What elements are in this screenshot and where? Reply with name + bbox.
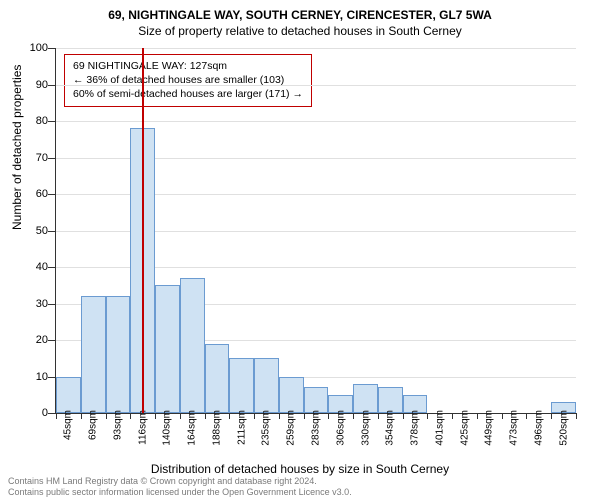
y-tick — [48, 121, 56, 122]
x-tick-label: 520sqm — [558, 410, 569, 446]
histogram-bar — [254, 358, 279, 413]
x-tick — [403, 413, 404, 419]
grid-line — [56, 48, 576, 49]
x-tick — [576, 413, 577, 419]
y-tick-label: 100 — [18, 42, 48, 54]
x-tick — [81, 413, 82, 419]
annotation-line: 69 NIGHTINGALE WAY: 127sqm — [73, 59, 303, 73]
x-tick-label: 188sqm — [211, 410, 222, 446]
x-tick-label: 235sqm — [261, 410, 272, 446]
footer-attribution: Contains HM Land Registry data © Crown c… — [8, 476, 352, 498]
x-tick — [180, 413, 181, 419]
x-tick-label: 354sqm — [385, 410, 396, 446]
x-tick — [427, 413, 428, 419]
grid-line — [56, 121, 576, 122]
y-tick-label: 50 — [18, 225, 48, 237]
x-tick — [56, 413, 57, 419]
footer-line-1: Contains HM Land Registry data © Crown c… — [8, 476, 352, 487]
histogram-bar — [205, 344, 230, 413]
x-tick — [229, 413, 230, 419]
y-tick — [48, 267, 56, 268]
y-tick — [48, 48, 56, 49]
plot-area: 69 NIGHTINGALE WAY: 127sqm← 36% of detac… — [55, 48, 576, 414]
y-tick-label: 30 — [18, 298, 48, 310]
x-tick — [328, 413, 329, 419]
y-tick — [48, 194, 56, 195]
histogram-bar — [106, 296, 131, 413]
y-tick — [48, 158, 56, 159]
histogram-bar — [155, 285, 180, 413]
x-tick — [155, 413, 156, 419]
y-tick — [48, 304, 56, 305]
chart-title: 69, NIGHTINGALE WAY, SOUTH CERNEY, CIREN… — [0, 0, 600, 22]
x-tick — [452, 413, 453, 419]
y-tick — [48, 340, 56, 341]
grid-line — [56, 85, 576, 86]
histogram-bar — [353, 384, 378, 413]
y-tick-label: 80 — [18, 115, 48, 127]
y-tick-label: 90 — [18, 79, 48, 91]
x-tick — [378, 413, 379, 419]
x-tick-label: 401sqm — [434, 410, 445, 446]
x-tick-label: 496sqm — [533, 410, 544, 446]
y-tick — [48, 413, 56, 414]
x-tick — [502, 413, 503, 419]
y-tick — [48, 231, 56, 232]
histogram-bar — [279, 377, 304, 414]
y-tick-label: 70 — [18, 152, 48, 164]
x-tick-label: 164sqm — [187, 410, 198, 446]
x-tick-label: 449sqm — [484, 410, 495, 446]
x-tick-label: 211sqm — [236, 410, 247, 445]
x-tick — [526, 413, 527, 419]
y-tick-label: 40 — [18, 261, 48, 273]
x-tick-label: 330sqm — [360, 410, 371, 446]
x-tick — [353, 413, 354, 419]
x-tick-label: 306sqm — [335, 410, 346, 446]
x-tick — [551, 413, 552, 419]
y-tick-label: 20 — [18, 334, 48, 346]
x-tick — [279, 413, 280, 419]
chart-subtitle: Size of property relative to detached ho… — [0, 22, 600, 42]
histogram-bar — [180, 278, 205, 413]
x-tick-label: 93sqm — [112, 410, 123, 440]
x-tick-label: 473sqm — [509, 410, 520, 446]
x-tick — [106, 413, 107, 419]
annotation-box: 69 NIGHTINGALE WAY: 127sqm← 36% of detac… — [64, 54, 312, 107]
x-tick — [254, 413, 255, 419]
x-tick — [477, 413, 478, 419]
x-tick-label: 140sqm — [162, 410, 173, 446]
x-tick-label: 425sqm — [459, 410, 470, 446]
y-tick-label: 10 — [18, 371, 48, 383]
x-tick — [130, 413, 131, 419]
y-tick-label: 60 — [18, 188, 48, 200]
x-axis-label: Distribution of detached houses by size … — [0, 462, 600, 476]
x-tick-label: 116sqm — [137, 410, 148, 445]
footer-line-2: Contains public sector information licen… — [8, 487, 352, 498]
histogram-bar — [229, 358, 254, 413]
x-tick-label: 378sqm — [410, 410, 421, 446]
annotation-line: 60% of semi-detached houses are larger (… — [73, 87, 303, 101]
x-tick-label: 45sqm — [63, 410, 74, 440]
x-tick — [205, 413, 206, 419]
y-tick — [48, 377, 56, 378]
histogram-bar — [56, 377, 81, 414]
x-tick — [304, 413, 305, 419]
x-tick-label: 69sqm — [88, 410, 99, 440]
y-tick-label: 0 — [18, 407, 48, 419]
x-tick-label: 259sqm — [286, 410, 297, 446]
y-tick — [48, 85, 56, 86]
property-marker-line — [142, 48, 144, 413]
histogram-bar — [81, 296, 106, 413]
x-tick-label: 283sqm — [311, 410, 322, 446]
